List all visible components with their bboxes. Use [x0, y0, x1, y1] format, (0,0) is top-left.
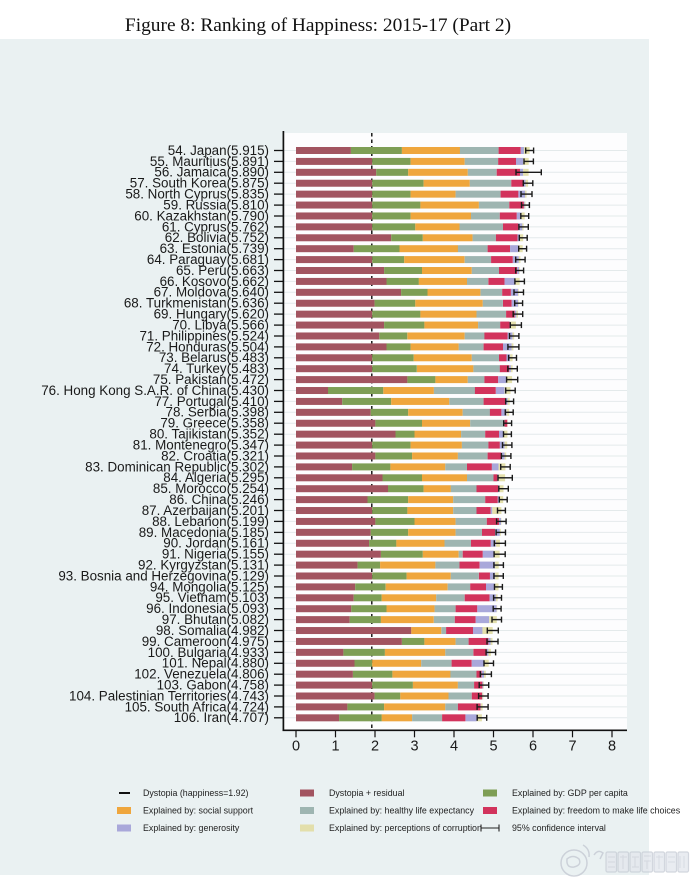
svg-text:Explained by: healthy life exp: Explained by: healthy life expectancy — [329, 806, 475, 816]
svg-text:Explained by: GDP per capita: Explained by: GDP per capita — [512, 788, 628, 798]
svg-text:7: 7 — [568, 739, 576, 755]
svg-text:Explained by: perceptions of c: Explained by: perceptions of corruption — [329, 823, 482, 833]
svg-text:6: 6 — [529, 739, 537, 755]
svg-text:Explained by: generosity: Explained by: generosity — [143, 823, 240, 833]
svg-text:106. Iran(4.707): 106. Iran(4.707) — [174, 710, 269, 725]
svg-text:8: 8 — [608, 739, 616, 755]
svg-text:Explained by: social support: Explained by: social support — [143, 806, 254, 816]
svg-text:4: 4 — [450, 739, 458, 755]
svg-text:2: 2 — [371, 739, 379, 755]
svg-text:3: 3 — [410, 739, 418, 755]
svg-text:Explained by: freedom to make: Explained by: freedom to make life choic… — [512, 806, 681, 816]
svg-text:Dystopia (happiness=1.92): Dystopia (happiness=1.92) — [143, 788, 249, 798]
svg-text:Dystopia + residual: Dystopia + residual — [329, 788, 404, 798]
svg-text:5: 5 — [489, 739, 497, 755]
svg-text:0: 0 — [292, 739, 300, 755]
svg-text:95% confidence interval: 95% confidence interval — [512, 823, 606, 833]
svg-text:1: 1 — [331, 739, 339, 755]
